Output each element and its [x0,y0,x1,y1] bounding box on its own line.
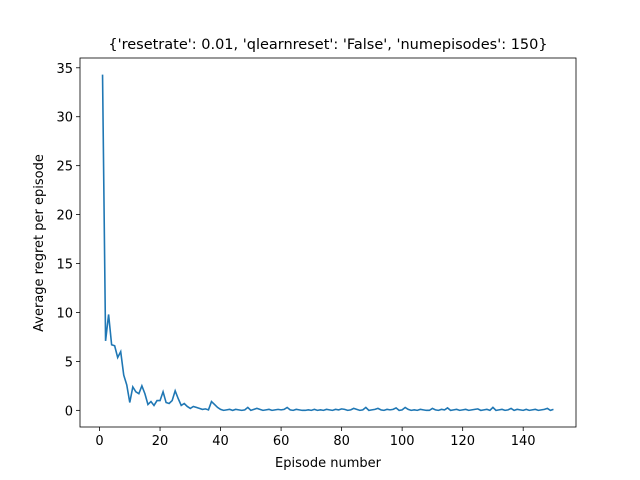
x-tick-label: 40 [212,434,229,449]
y-tick-label: 35 [56,62,73,77]
y-tick-label: 30 [56,111,73,126]
y-tick-label: 25 [56,160,73,175]
x-tick-label: 140 [511,434,536,449]
y-axis-label: Average regret per episode [32,154,47,332]
y-tick-label: 5 [65,355,73,370]
data-line [101,74,554,412]
x-axis-label: Episode number [275,456,382,471]
x-tick-label: 120 [450,434,475,449]
x-tick-label: 60 [273,434,290,449]
x-tick-label: 80 [333,434,350,449]
y-tick-label: 0 [65,404,73,419]
x-tick-label: 20 [152,434,169,449]
y-tick-label: 20 [56,209,73,224]
plot-frame [79,57,577,428]
x-tick-label: 100 [390,434,415,449]
y-tick-label: 10 [56,306,73,321]
chart-title: {'resetrate': 0.01, 'qlearnreset': 'Fals… [108,37,547,53]
x-tick-label: 0 [95,434,103,449]
y-tick-label: 15 [56,258,73,273]
